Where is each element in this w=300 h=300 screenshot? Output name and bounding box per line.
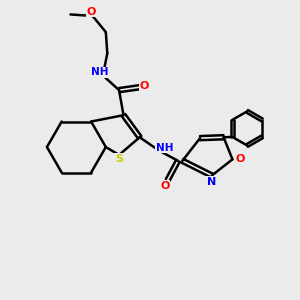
Text: O: O — [86, 7, 96, 16]
Text: S: S — [115, 154, 123, 164]
Text: NH: NH — [156, 142, 173, 153]
Text: N: N — [207, 177, 217, 187]
Text: O: O — [140, 81, 149, 91]
Text: O: O — [160, 181, 169, 191]
Text: O: O — [235, 154, 244, 164]
Text: NH: NH — [91, 68, 109, 77]
